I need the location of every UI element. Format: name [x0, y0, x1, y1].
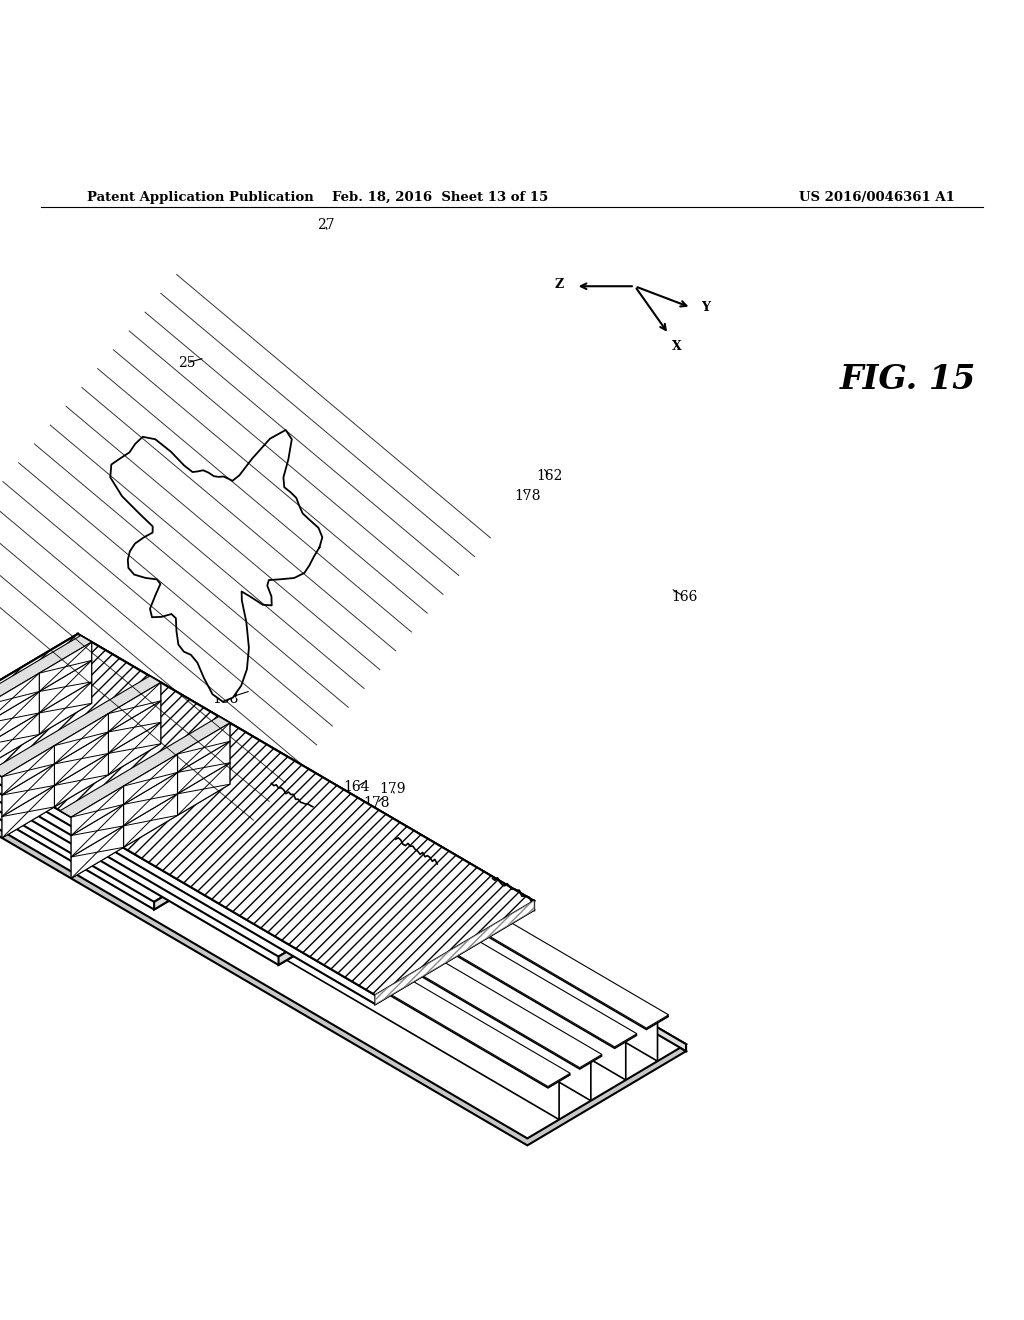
Polygon shape — [0, 688, 686, 1138]
Polygon shape — [154, 808, 313, 909]
Polygon shape — [0, 677, 313, 909]
Polygon shape — [39, 642, 92, 692]
Polygon shape — [78, 634, 535, 909]
Polygon shape — [2, 682, 161, 838]
Text: 178: 178 — [364, 796, 390, 810]
Polygon shape — [6, 677, 637, 1047]
Polygon shape — [177, 742, 230, 793]
Polygon shape — [0, 725, 559, 1119]
Text: 164: 164 — [343, 780, 370, 793]
Polygon shape — [6, 680, 637, 1048]
Polygon shape — [17, 686, 626, 1080]
Polygon shape — [0, 676, 161, 776]
Polygon shape — [0, 634, 535, 995]
Polygon shape — [0, 671, 78, 772]
Text: 160: 160 — [586, 1006, 612, 1020]
Polygon shape — [0, 642, 92, 797]
Polygon shape — [177, 723, 230, 772]
Polygon shape — [72, 785, 124, 836]
Polygon shape — [177, 763, 230, 816]
Polygon shape — [54, 754, 109, 807]
Polygon shape — [0, 698, 602, 1068]
Polygon shape — [0, 671, 313, 902]
Polygon shape — [279, 862, 437, 965]
Polygon shape — [72, 826, 124, 878]
Polygon shape — [54, 714, 109, 764]
Polygon shape — [39, 682, 92, 734]
Polygon shape — [78, 652, 437, 871]
Polygon shape — [78, 688, 686, 1051]
Polygon shape — [39, 660, 92, 713]
Polygon shape — [0, 700, 602, 1069]
Polygon shape — [2, 746, 54, 795]
Text: FIG. 15: FIG. 15 — [840, 363, 976, 396]
Polygon shape — [0, 692, 39, 744]
Polygon shape — [49, 667, 657, 1061]
Text: Z: Z — [555, 277, 564, 290]
Polygon shape — [0, 660, 437, 965]
Polygon shape — [0, 713, 39, 767]
Polygon shape — [38, 660, 669, 1030]
Text: 166: 166 — [671, 590, 697, 603]
Text: 179: 179 — [379, 781, 406, 796]
Text: Patent Application Publication: Patent Application Publication — [87, 190, 313, 203]
Polygon shape — [2, 785, 54, 838]
Polygon shape — [0, 634, 535, 995]
Polygon shape — [0, 673, 39, 723]
Polygon shape — [124, 772, 177, 826]
Polygon shape — [2, 764, 54, 817]
Polygon shape — [72, 723, 230, 878]
Polygon shape — [0, 688, 78, 789]
Text: Feb. 18, 2016  Sheet 13 of 15: Feb. 18, 2016 Sheet 13 of 15 — [332, 190, 549, 203]
Polygon shape — [0, 706, 591, 1101]
Polygon shape — [0, 696, 686, 1146]
Polygon shape — [60, 717, 230, 817]
Polygon shape — [109, 722, 161, 775]
Text: Y: Y — [701, 301, 710, 314]
Text: US 2016/0046361 A1: US 2016/0046361 A1 — [799, 190, 954, 203]
Polygon shape — [124, 754, 177, 804]
Polygon shape — [78, 671, 313, 816]
Polygon shape — [0, 652, 78, 755]
Polygon shape — [376, 902, 535, 1005]
Polygon shape — [109, 682, 161, 733]
Polygon shape — [0, 718, 570, 1088]
Text: 162: 162 — [537, 469, 563, 483]
Polygon shape — [0, 635, 92, 737]
Text: 27: 27 — [316, 218, 335, 232]
Polygon shape — [111, 430, 323, 702]
Text: 158: 158 — [212, 692, 239, 706]
Text: 178: 178 — [514, 490, 541, 503]
Text: 25: 25 — [177, 356, 196, 370]
Polygon shape — [54, 733, 109, 785]
Polygon shape — [109, 701, 161, 754]
Polygon shape — [124, 793, 177, 847]
Polygon shape — [72, 804, 124, 857]
Polygon shape — [0, 717, 570, 1086]
Polygon shape — [376, 902, 535, 1005]
Polygon shape — [38, 659, 669, 1028]
Text: 152: 152 — [232, 812, 259, 826]
Polygon shape — [0, 652, 437, 957]
Polygon shape — [0, 634, 78, 737]
Text: X: X — [672, 339, 682, 352]
Polygon shape — [0, 643, 535, 1005]
